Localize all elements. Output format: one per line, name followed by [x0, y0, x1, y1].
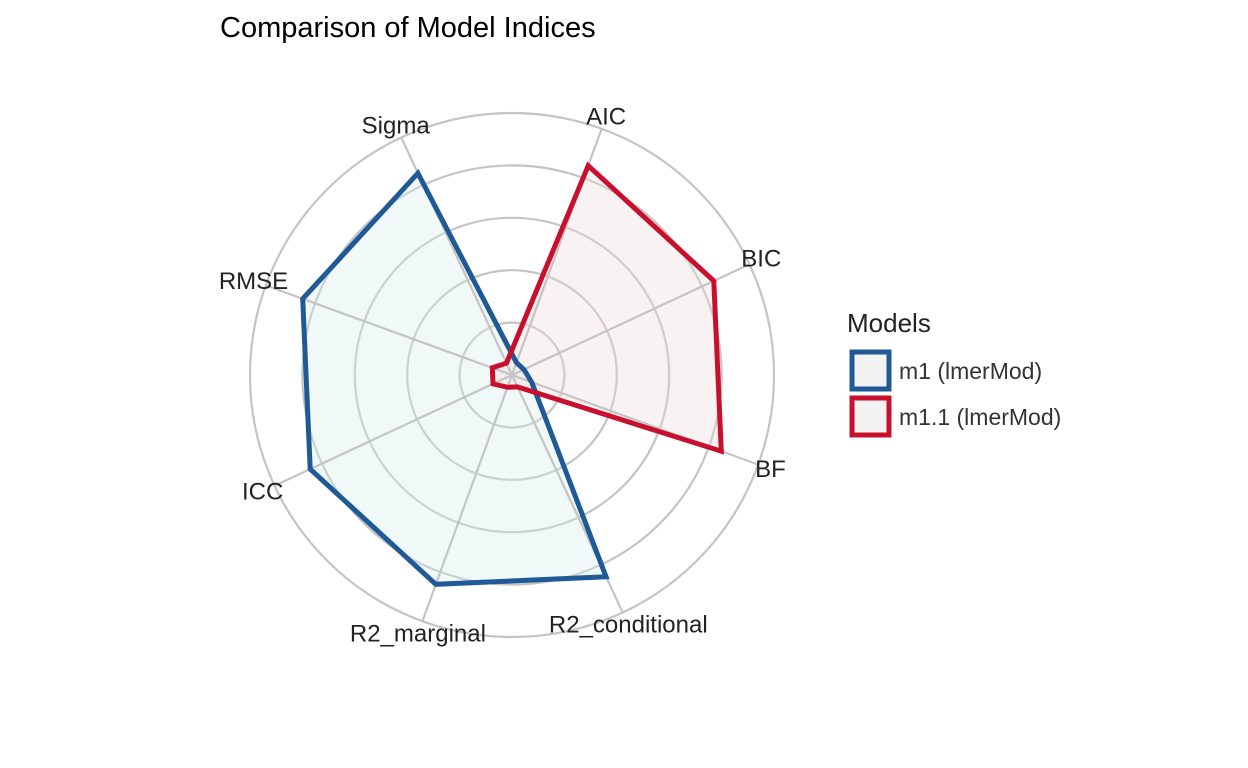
legend-label-1: m1 (lmerMod)	[899, 358, 1042, 384]
legend-key-2	[849, 395, 892, 438]
grid-circle-2	[406, 269, 618, 481]
spoke-RMSE	[265, 284, 513, 377]
axis-label-Sigma: Sigma	[362, 113, 431, 140]
axis-label-AIC: AIC	[586, 104, 626, 131]
legend: Models m1 (lmerMod) m1.1 (lmerMod)	[847, 308, 1061, 438]
axis-label-BF: BF	[755, 456, 786, 483]
legend-label-2: m1.1 (lmerMod)	[899, 404, 1061, 430]
axis-label-R2_conditional: R2_conditional	[549, 611, 708, 638]
grid-circle-3	[353, 216, 671, 534]
axis-label-ICC: ICC	[242, 478, 283, 505]
grid-circle-5	[248, 111, 776, 639]
legend-title: Models	[847, 308, 931, 338]
series-line-1	[300, 168, 610, 587]
spoke-BIC	[511, 263, 750, 376]
chart-title: Comparison of Model Indices	[220, 12, 596, 44]
spoke-ICC	[274, 374, 513, 487]
series-lines	[300, 161, 724, 587]
legend-key-1	[849, 349, 892, 392]
grid-circle-1	[458, 321, 566, 429]
axis-label-R2_marginal: R2_marginal	[350, 621, 486, 648]
spoke-R2_marginal	[421, 374, 514, 622]
legend-items: m1 (lmerMod) m1.1 (lmerMod)	[849, 349, 1061, 438]
series-area-1	[302, 173, 607, 585]
series-line-2	[489, 161, 724, 455]
axis-label-BIC: BIC	[741, 246, 781, 273]
grid-circle-4	[301, 164, 723, 586]
axis-label-RMSE: RMSE	[219, 268, 288, 295]
radar-grid	[248, 111, 776, 639]
axis-labels: AIC BIC BF R2_conditional R2_marginal ICC RMSE…	[219, 104, 786, 648]
